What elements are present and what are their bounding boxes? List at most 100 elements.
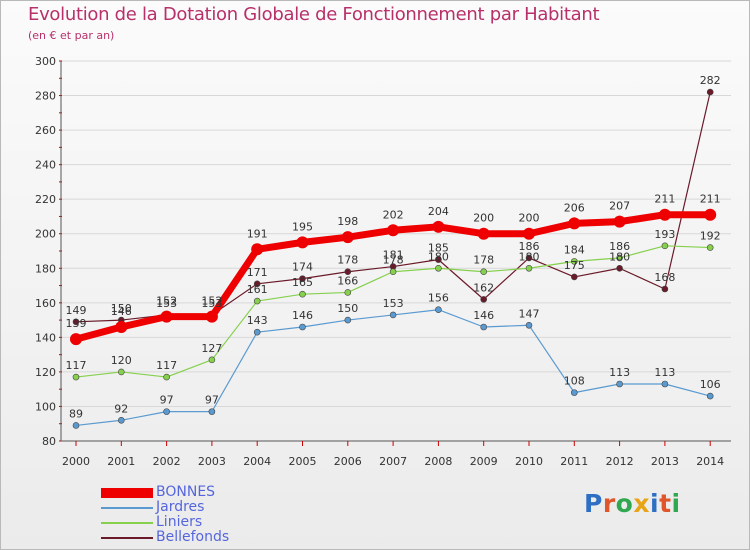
data-label-bonnes: 139 [66, 317, 87, 330]
data-point-liniers [389, 268, 397, 276]
x-tick-label: 2001 [107, 455, 135, 468]
data-point-bonnes [704, 208, 717, 221]
data-point-liniers [208, 356, 216, 364]
legend-swatch [101, 506, 153, 509]
data-point-bellefonds [570, 273, 578, 281]
data-point-bellefonds [435, 256, 442, 263]
data-label-bonnes: 191 [247, 227, 268, 240]
data-point-bonnes [341, 231, 354, 244]
data-point-liniers [525, 264, 533, 272]
chart-title: Evolution de la Dotation Globale de Fonc… [28, 4, 600, 25]
data-point-liniers [72, 373, 80, 381]
data-label-liniers: 180 [519, 250, 540, 263]
data-label-bellefonds: 174 [292, 261, 313, 274]
data-point-jardres [435, 306, 442, 314]
chart-subtitle: (en € et par an) [28, 29, 115, 42]
data-point-bellefonds [525, 254, 533, 262]
data-point-bellefonds [480, 296, 488, 303]
data-point-jardres [525, 321, 533, 329]
data-point-liniers [299, 290, 306, 298]
legend-item-jardres: Jardres [101, 500, 229, 515]
line-chart: 80 100 120 140 160 180 200 220 240 260 280 300 2000 2… [35, 55, 731, 468]
legend-label: Jardres [156, 499, 205, 515]
data-label-liniers: 184 [564, 243, 585, 256]
data-point-bonnes [251, 243, 264, 256]
data-point-bonnes [523, 227, 535, 240]
data-label-jardres: 153 [383, 297, 404, 310]
data-label-bellefonds: 162 [473, 281, 494, 294]
data-label-bellefonds: 153 [156, 297, 177, 310]
legend-swatch [101, 536, 153, 539]
y-tick-label: 260 [35, 124, 56, 137]
data-point-bonnes [296, 236, 309, 249]
y-tick-label: 80 [42, 435, 56, 448]
data-label-jardres: 108 [564, 375, 585, 388]
data-point-liniers [616, 254, 623, 262]
axes: 80 100 120 140 160 180 200 220 240 260 280 300 2000 2… [35, 55, 731, 468]
legend-swatch [101, 487, 153, 498]
legend-label: Liniers [156, 514, 203, 530]
data-label-jardres: 156 [428, 292, 449, 305]
data-label-jardres: 143 [247, 314, 268, 327]
data-point-bonnes [115, 321, 128, 333]
data-label-liniers: 193 [654, 228, 675, 241]
data-label-liniers: 161 [247, 283, 268, 296]
data-label-bellefonds: 178 [337, 254, 358, 267]
x-tick-label: 2010 [515, 455, 543, 468]
grid-lines [61, 60, 731, 442]
data-point-jardres [661, 380, 669, 388]
data-point-bellefonds [706, 88, 714, 96]
x-tick-label: 2005 [289, 455, 317, 468]
data-label-bonnes: 200 [473, 212, 494, 225]
x-tick-label: 2004 [243, 455, 271, 468]
data-label-bonnes: 207 [609, 200, 630, 213]
legend: BONNES Jardres Liniers Bellefonds [101, 485, 229, 545]
x-tick-label: 2013 [651, 455, 679, 468]
data-label-liniers: 180 [428, 250, 449, 263]
data-label-jardres: 92 [114, 402, 128, 415]
data-label-jardres: 147 [519, 307, 540, 320]
legend-item-liniers: Liniers [101, 515, 229, 530]
data-point-liniers [480, 268, 488, 276]
x-tick-label: 2007 [379, 455, 407, 468]
data-point-bonnes [658, 208, 671, 221]
series-lines [70, 88, 717, 429]
x-tick-label: 2014 [696, 455, 724, 468]
data-label-jardres: 97 [205, 394, 219, 407]
y-tick-label: 100 [35, 400, 56, 413]
data-label-bonnes: 206 [564, 201, 585, 214]
data-label-bellefonds: 168 [654, 271, 675, 284]
data-label-extra: 180 [609, 250, 630, 263]
data-label-jardres: 146 [473, 309, 494, 322]
data-label-liniers: 166 [337, 274, 358, 287]
legend-label: Bellefonds [156, 529, 230, 545]
x-tick-label: 2008 [424, 455, 452, 468]
data-label-bellefonds: 153 [201, 297, 222, 310]
y-tick-label: 300 [35, 55, 56, 68]
y-tick-label: 180 [35, 262, 56, 275]
data-label-jardres: 97 [160, 394, 174, 407]
data-label-jardres: 150 [337, 302, 358, 315]
data-label-bonnes: 200 [519, 212, 540, 225]
data-point-liniers [118, 368, 125, 376]
data-label-liniers: 117 [156, 359, 177, 372]
data-label-bellefonds: 185 [428, 242, 449, 255]
data-label-jardres: 146 [292, 309, 313, 322]
x-tick-label: 2006 [334, 455, 362, 468]
data-label-jardres: 89 [69, 407, 83, 420]
data-point-bonnes [613, 215, 626, 228]
data-point-jardres [570, 389, 578, 396]
data-label-bellefonds: 150 [111, 302, 132, 315]
data-point-bellefonds [616, 264, 623, 272]
legend-swatch [101, 521, 153, 524]
data-point-jardres [706, 392, 714, 400]
data-label-bonnes: 211 [700, 193, 721, 206]
data-point-bonnes [387, 224, 400, 237]
data-label-jardres: 113 [654, 366, 675, 379]
data-point-jardres [389, 311, 397, 319]
legend-item-bellefonds: Bellefonds [101, 530, 229, 545]
logo-letter: i [650, 489, 660, 518]
data-point-bonnes [568, 217, 581, 230]
